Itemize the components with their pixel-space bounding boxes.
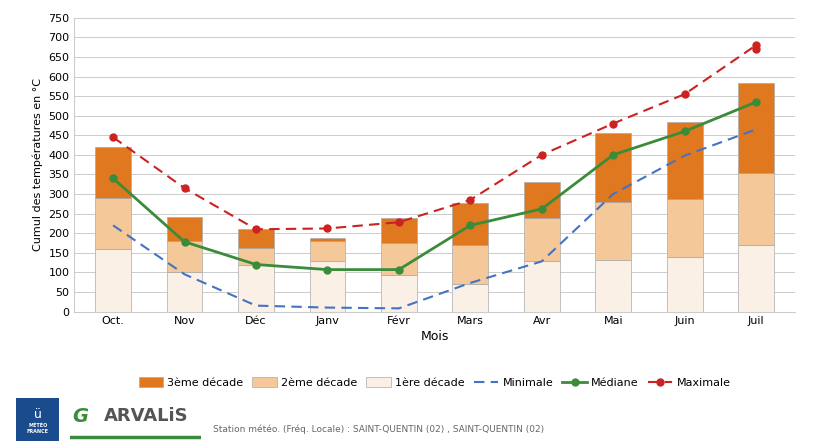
Bar: [737, 245, 773, 312]
Bar: [238, 264, 274, 312]
Bar: [666, 199, 702, 257]
Bar: [238, 229, 274, 248]
Bar: [452, 203, 487, 245]
Bar: [666, 257, 702, 312]
Bar: [452, 284, 487, 312]
Bar: [737, 173, 773, 245]
Text: MÉTÉO
FRANCE: MÉTÉO FRANCE: [27, 423, 48, 434]
Bar: [166, 241, 202, 271]
Bar: [95, 198, 131, 249]
Bar: [238, 248, 274, 264]
Bar: [95, 249, 131, 312]
Bar: [381, 275, 416, 312]
Text: ü: ü: [34, 408, 42, 421]
Bar: [523, 218, 559, 261]
Bar: [595, 134, 631, 202]
Bar: [381, 243, 416, 275]
Y-axis label: Cumul des températures en °C: Cumul des températures en °C: [33, 78, 43, 251]
Bar: [595, 202, 631, 260]
Bar: [166, 217, 202, 241]
Bar: [310, 261, 345, 312]
Bar: [310, 238, 345, 241]
Text: Station météo. (Fréq. Locale) : SAINT-QUENTIN (02) , SAINT-QUENTIN (02): Station météo. (Fréq. Locale) : SAINT-QU…: [213, 425, 544, 434]
Legend: 3ème décade, 2ème décade, 1ère décade, Minimale, Médiane, Maximale: 3ème décade, 2ème décade, 1ère décade, M…: [134, 373, 734, 392]
Bar: [737, 83, 773, 173]
Bar: [381, 218, 416, 243]
Bar: [95, 147, 131, 198]
X-axis label: Mois: Mois: [420, 330, 448, 343]
Text: G: G: [72, 407, 88, 425]
Bar: [523, 182, 559, 218]
Bar: [310, 241, 345, 261]
Bar: [523, 261, 559, 312]
Bar: [166, 271, 202, 312]
Text: ARVALiS: ARVALiS: [103, 407, 188, 425]
Bar: [452, 245, 487, 284]
Bar: [595, 260, 631, 312]
Bar: [666, 122, 702, 199]
